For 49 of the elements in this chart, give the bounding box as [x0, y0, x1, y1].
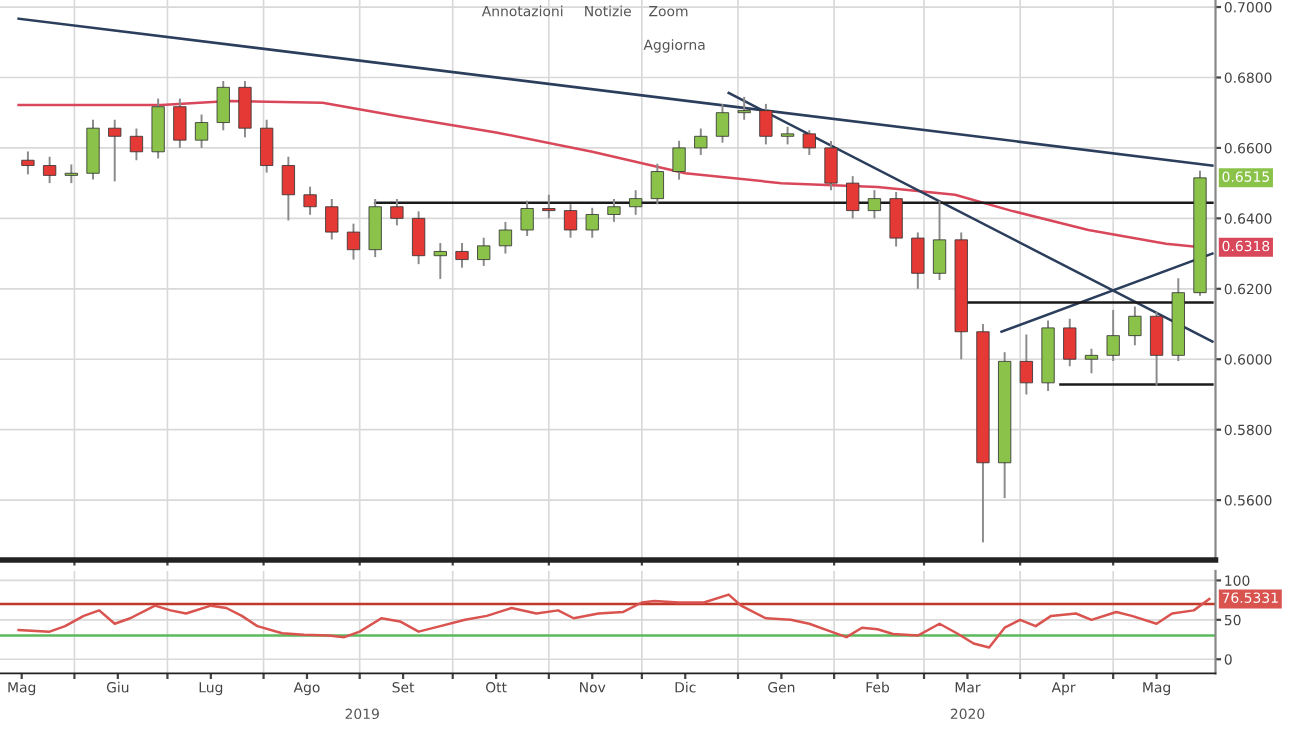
candlestick	[194, 113, 209, 149]
candlestick	[911, 231, 925, 290]
candlestick	[477, 236, 491, 267]
candlestick	[520, 199, 534, 237]
candlestick	[824, 139, 838, 192]
candlestick	[411, 210, 426, 266]
candlestick	[346, 222, 361, 261]
candlestick	[629, 189, 643, 216]
candlestick	[390, 198, 404, 227]
candlestick	[932, 199, 947, 281]
candlestick	[1149, 310, 1164, 387]
candlestick	[368, 198, 382, 259]
candlestick	[433, 242, 447, 280]
line-series	[17, 593, 1211, 649]
candlestick	[216, 80, 230, 132]
candlestick	[1106, 308, 1120, 362]
candlestick	[173, 97, 187, 149]
candlestick	[585, 206, 599, 239]
candlestick	[715, 102, 730, 144]
candlestick	[108, 118, 122, 183]
candlestick	[1063, 317, 1077, 368]
candlestick	[64, 163, 78, 185]
candlestick	[607, 198, 621, 223]
candlestick	[129, 127, 144, 162]
candlestick	[867, 189, 882, 220]
candlestick	[21, 150, 35, 176]
candlestick	[1084, 347, 1099, 375]
candlestick	[86, 118, 100, 181]
candlestick	[260, 118, 274, 174]
candlestick	[737, 95, 751, 121]
candlestick	[455, 242, 469, 269]
candlestick	[151, 97, 165, 160]
candlestick	[498, 220, 513, 255]
candlestick	[650, 162, 664, 206]
candlestick	[42, 155, 57, 185]
candlestick	[889, 190, 903, 248]
candlestick	[281, 155, 295, 222]
candlestick	[303, 185, 317, 216]
candlestick	[802, 129, 816, 156]
candlestick	[694, 127, 708, 156]
candlestick	[542, 193, 556, 220]
candlestick	[238, 80, 252, 139]
candlestick	[1128, 305, 1142, 347]
candlestick	[325, 198, 339, 241]
candlestick	[759, 102, 773, 146]
candlestick	[846, 175, 860, 220]
candlestick	[1019, 333, 1033, 396]
candlestick	[672, 139, 686, 181]
candlestick	[563, 203, 578, 239]
